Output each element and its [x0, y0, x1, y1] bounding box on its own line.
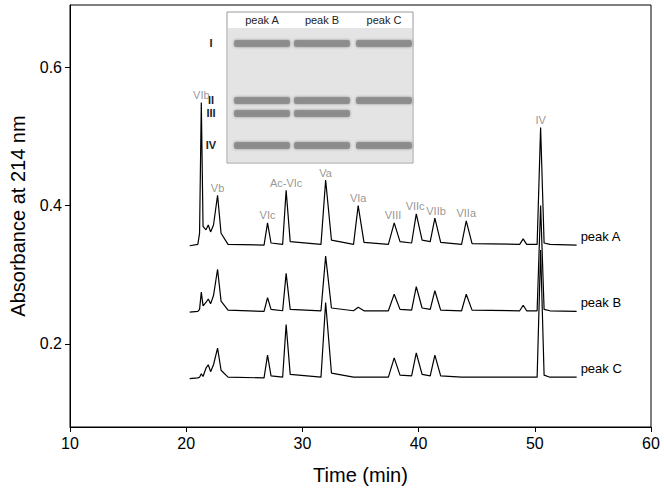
svg-text:IV: IV — [206, 139, 217, 151]
svg-text:VIIc: VIIc — [406, 200, 425, 212]
svg-text:II: II — [207, 94, 215, 106]
svg-text:Va: Va — [319, 167, 333, 179]
svg-text:20: 20 — [177, 435, 195, 452]
svg-text:50: 50 — [526, 435, 544, 452]
svg-text:VIc: VIc — [260, 209, 276, 221]
svg-text:VIb: VIb — [193, 89, 210, 101]
svg-text:0.4: 0.4 — [40, 197, 62, 214]
svg-text:Ac-VIc: Ac-VIc — [270, 177, 303, 189]
svg-text:VIIa: VIIa — [456, 207, 476, 219]
svg-text:Time (min): Time (min) — [313, 464, 408, 486]
svg-text:40: 40 — [410, 435, 428, 452]
svg-text:III: III — [206, 107, 215, 119]
svg-text:peak A: peak A — [581, 229, 621, 244]
svg-text:I: I — [209, 37, 212, 49]
svg-text:peak C: peak C — [367, 14, 402, 26]
svg-text:Vb: Vb — [211, 182, 224, 194]
svg-text:IV: IV — [535, 114, 546, 126]
svg-text:30: 30 — [294, 435, 312, 452]
svg-text:VIIb: VIIb — [426, 205, 446, 217]
svg-text:VIII: VIII — [385, 209, 402, 221]
svg-text:peak C: peak C — [581, 361, 622, 376]
svg-text:peak B: peak B — [581, 295, 621, 310]
svg-text:0.6: 0.6 — [40, 59, 62, 76]
svg-text:peak B: peak B — [305, 14, 339, 26]
svg-text:60: 60 — [642, 435, 660, 452]
svg-text:10: 10 — [61, 435, 79, 452]
svg-text:VIa: VIa — [350, 192, 367, 204]
svg-text:Absorbance at 214 nm: Absorbance at 214 nm — [7, 115, 29, 316]
svg-text:peak A: peak A — [245, 14, 279, 26]
svg-text:0.2: 0.2 — [40, 335, 62, 352]
